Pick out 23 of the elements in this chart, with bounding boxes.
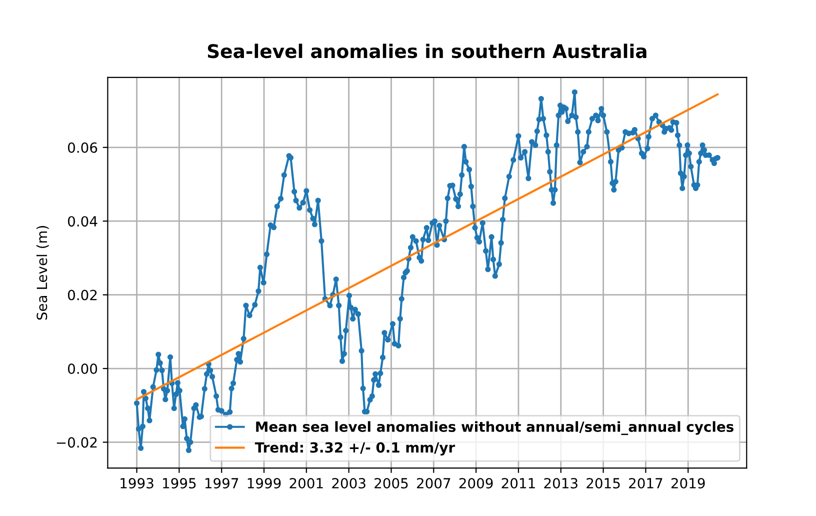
x-tick-label: 2003 <box>332 478 366 488</box>
legend-label: Mean sea level anomalies without annual/semi_annual cycles <box>256 421 734 436</box>
y-axis-title: Sea Level (m) <box>36 226 49 320</box>
y-tick-label: 0.00 <box>68 363 98 374</box>
y-tick-label: 0.02 <box>68 290 97 300</box>
x-tick-label: 2005 <box>374 478 408 488</box>
x-tick-label: 1993 <box>120 478 154 488</box>
x-tick-label: 2007 <box>416 478 450 488</box>
x-tick-label: 2017 <box>629 478 662 488</box>
x-tick-label: 2001 <box>290 478 323 488</box>
legend-label: Trend: 3.32 +/- 0.1 mm/yr <box>254 442 456 456</box>
x-tick-label: 1999 <box>248 478 281 488</box>
x-tick-label: 2015 <box>586 478 620 488</box>
y-tick-label: −0.02 <box>56 437 97 448</box>
chart-title: Sea-level anomalies in southern Australia <box>208 44 646 58</box>
y-tick-label: 0.06 <box>68 142 98 153</box>
x-tick-label: 2013 <box>544 478 578 488</box>
x-tick-label: 2011 <box>502 478 535 488</box>
x-tick-label: 2009 <box>459 478 493 488</box>
y-tick-label: 0.04 <box>68 216 98 227</box>
x-tick-label: 1995 <box>163 478 196 488</box>
x-tick-label: 1997 <box>205 478 238 488</box>
x-tick-label: 2019 <box>671 478 705 488</box>
